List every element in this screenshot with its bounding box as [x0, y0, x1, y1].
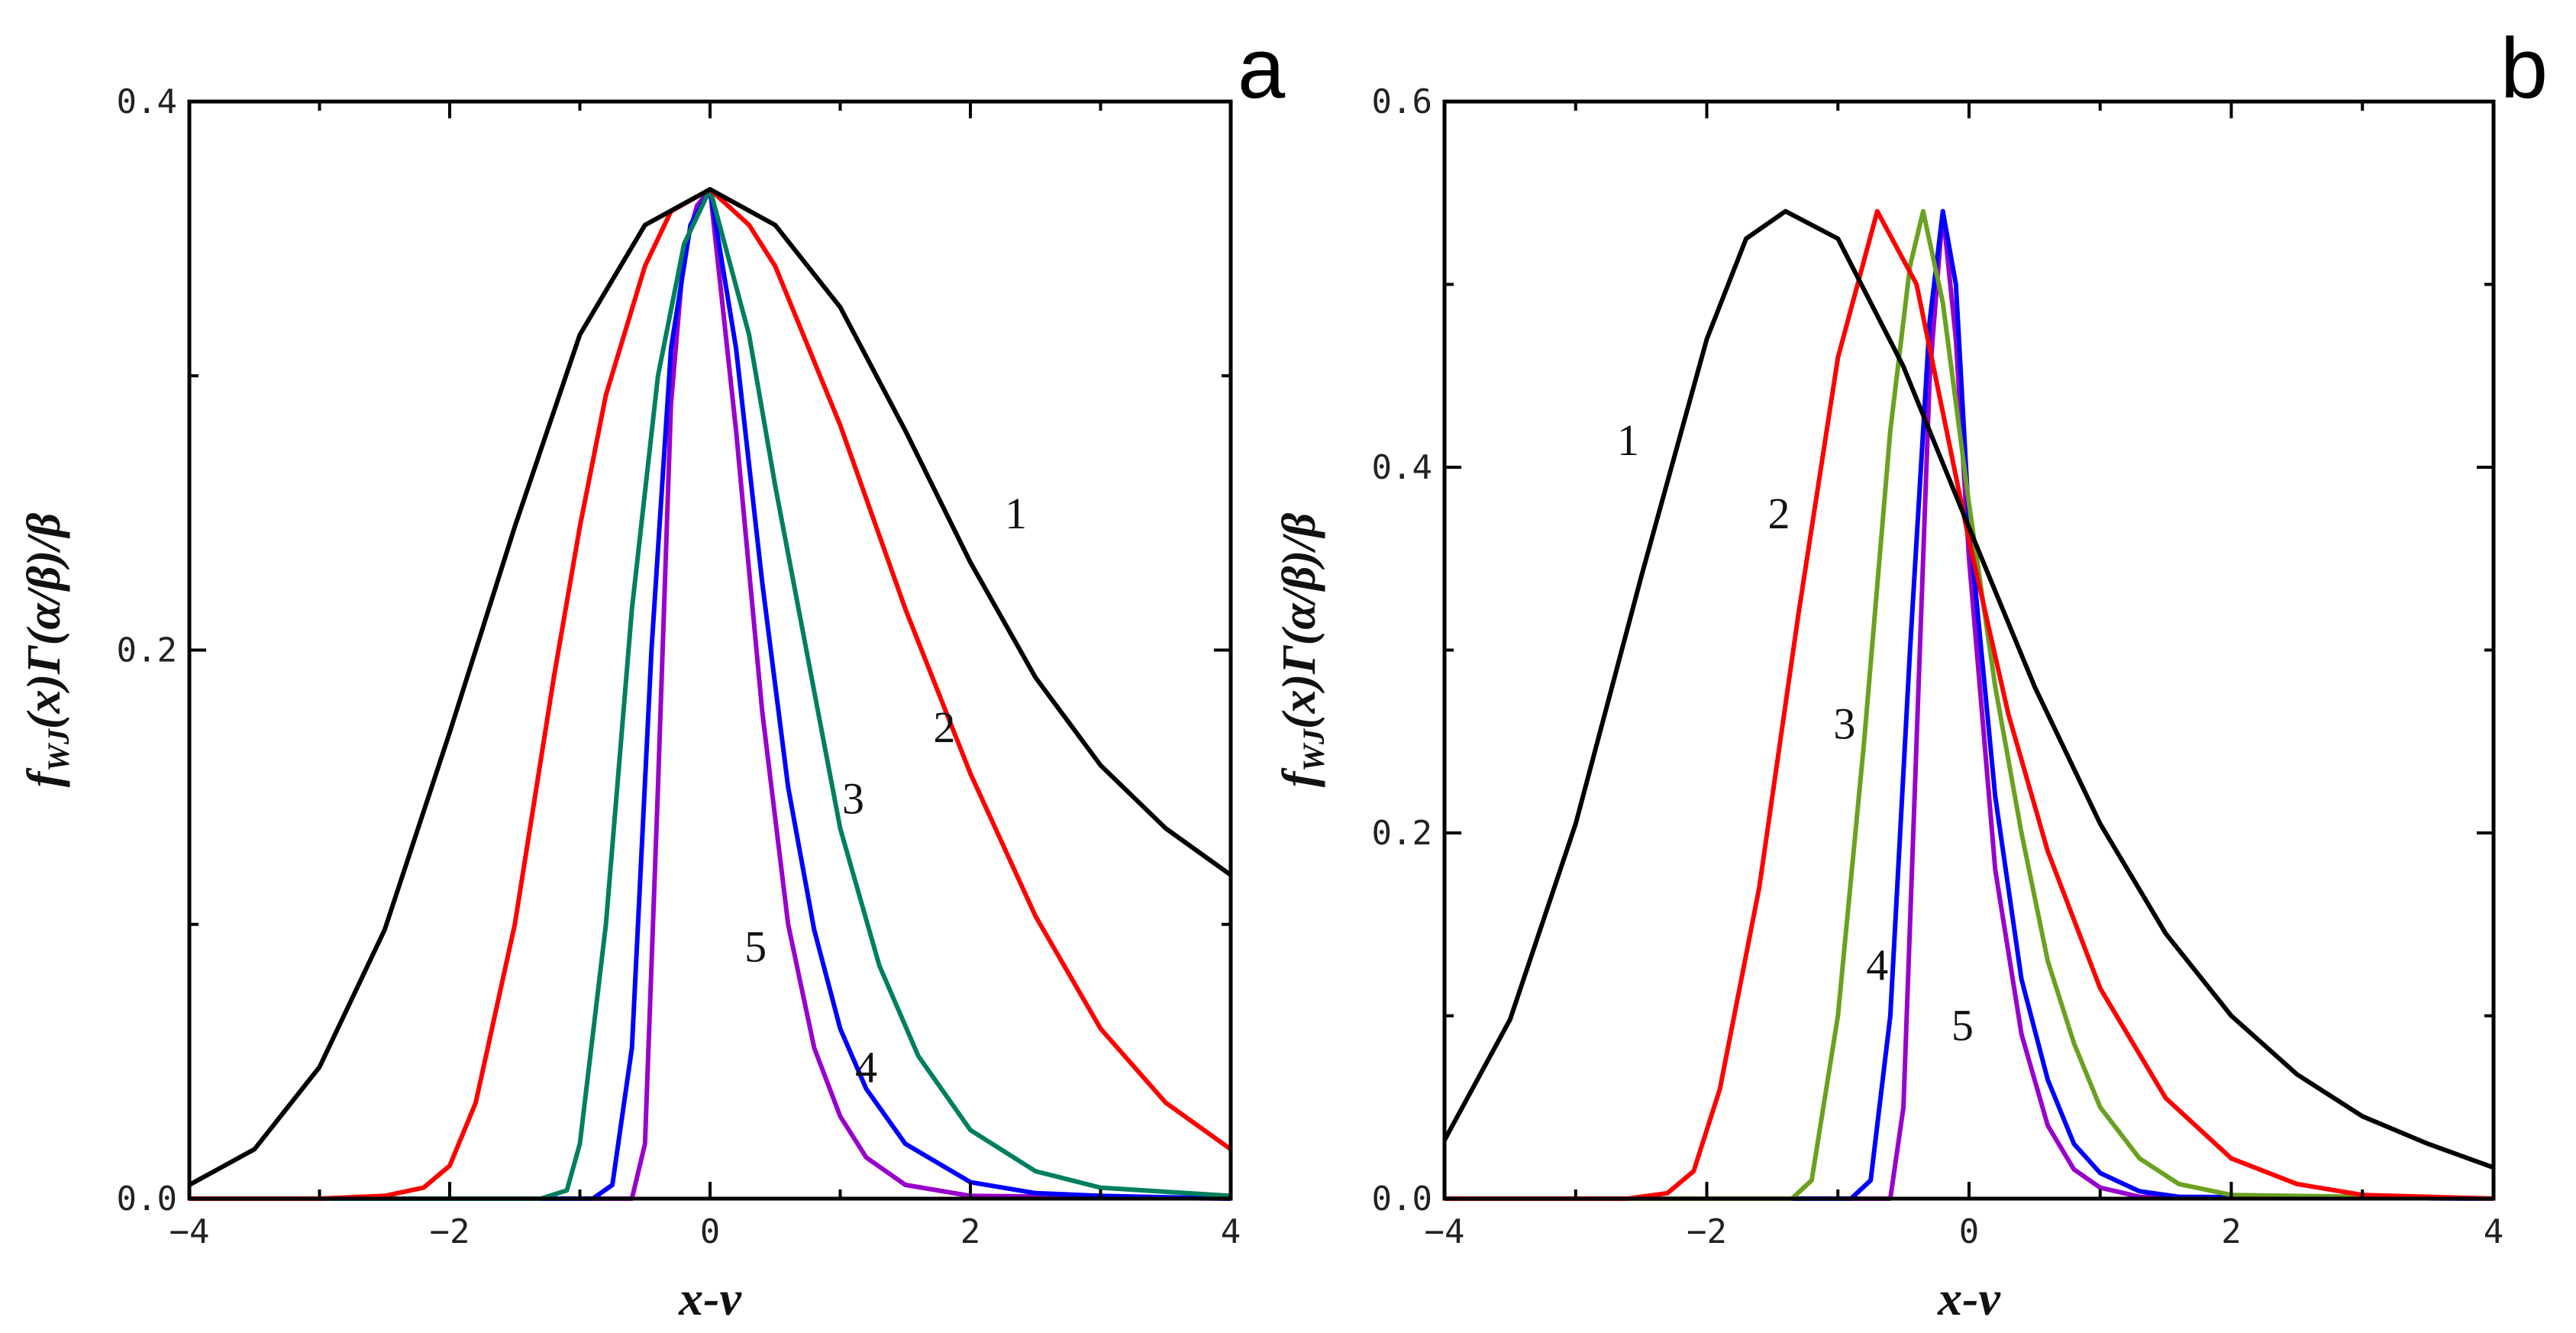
panel-b-x-tick-label: 4: [2484, 1212, 2504, 1251]
panel-b-tick-labels: −4 −2 0 2 4 0.0 0.2 0.4 0.6: [1372, 82, 2504, 1251]
panel-b-curve-3: [1445, 208, 2494, 1201]
panel-b-frame: [1442, 99, 2496, 1201]
panel-b-y-tick-label: 0.6: [1372, 82, 1432, 121]
panel-b-y-tick-label: 0.2: [1372, 814, 1432, 853]
panel-b-curve-4: [1445, 208, 2494, 1201]
panel-a-y-tick-label: 0.0: [117, 1180, 177, 1218]
panel-a-x-tick-label: −2: [430, 1212, 470, 1251]
panel-b-curve-labels: 1 2 3 4 5: [1617, 415, 1974, 1050]
panel-a-y-tick-label: 0.2: [117, 631, 177, 670]
panel-a-y-title-sub: WJ: [41, 728, 76, 772]
panel-a-curve-labels: 1 2 3 4 5: [744, 489, 1027, 1093]
panel-b-curve-1: [1442, 208, 2495, 1170]
panel-b-letter: b: [2500, 21, 2548, 116]
panel-a-x-axis-title: x-ν: [678, 1271, 741, 1325]
panel-b-curve-label-5: 5: [1951, 1000, 1974, 1050]
panel-b-y-tick-label: 0.0: [1372, 1180, 1432, 1218]
panel-a-y-axis-title: fWJ(x)Γ(α/β)/β: [18, 512, 76, 787]
panel-a-x-tick-label: 2: [960, 1212, 981, 1251]
panel-a-curve-2: [189, 187, 1232, 1201]
panel-a-x-tick-label: 4: [1221, 1212, 1241, 1251]
panel-b-curves: [1442, 208, 2495, 1201]
panel-a-curve-label-4: 4: [855, 1043, 877, 1093]
panel-a-curve-label-3: 3: [842, 773, 864, 823]
panel-b-curve-label-4: 4: [1866, 940, 1888, 989]
panel-a-curves: [188, 187, 1232, 1201]
panel-b-x-tick-label: −4: [1425, 1212, 1465, 1251]
panel-a-y-title-rest: (x)Γ(α/β)/β: [18, 512, 70, 729]
panel-a-curve-label-5: 5: [744, 921, 767, 971]
panel-a-tick-labels: −4 −2 0 2 4 0.0 0.2 0.4: [117, 82, 1241, 1251]
panel-a-x-tick-label: 0: [700, 1212, 721, 1251]
panel-b-curve-5: [1445, 208, 2494, 1201]
panel-a-curve-1: [188, 187, 1232, 1187]
panel-a-y-tick-label: 0.4: [117, 82, 177, 121]
panel-b-x-tick-label: 2: [2221, 1212, 2242, 1251]
panel-a-curve-4: [189, 187, 1232, 1201]
panel-a-x-tick-label: −4: [169, 1212, 210, 1251]
panel-a: −4 −2 0 2 4 0.0 0.2 0.4 1 2 3 4 5 x-ν fWJ(x)Γ(α/β)/…: [18, 21, 1286, 1325]
panel-b-y-axis-title: fWJ(x)Γ(α/β)/β: [1273, 512, 1331, 787]
panel-b-y-title-rest: (x)Γ(α/β)/β: [1273, 512, 1325, 729]
panel-a-curve-label-2: 2: [933, 702, 955, 752]
panel-a-frame: [187, 99, 1233, 1201]
panel-b-curve-label-3: 3: [1833, 699, 1855, 748]
panel-b-y-tick-label: 0.4: [1372, 448, 1432, 487]
panel-b-y-title-sub: WJ: [1296, 728, 1331, 772]
panel-a-curve-3: [189, 187, 1232, 1201]
panel-b-curve-label-1: 1: [1617, 415, 1639, 465]
panel-a-curve-5: [189, 187, 1232, 1201]
panel-b-x-axis-title: x-ν: [1937, 1271, 2000, 1325]
panel-b-curve-2: [1445, 208, 2494, 1201]
panel-b-x-tick-label: 0: [1959, 1212, 1980, 1251]
panel-a-curve-label-1: 1: [1005, 489, 1027, 538]
panel-b-curve-label-2: 2: [1767, 489, 1790, 538]
panel-b-x-tick-label: −2: [1687, 1212, 1727, 1251]
panel-a-letter: a: [1238, 21, 1286, 116]
panel-b: −4 −2 0 2 4 0.0 0.2 0.4 0.6 1 2 3 4 5 x-ν fWJ(x)Γ(α/…: [1273, 21, 2548, 1325]
panel-a-ticks: [188, 100, 1232, 1200]
